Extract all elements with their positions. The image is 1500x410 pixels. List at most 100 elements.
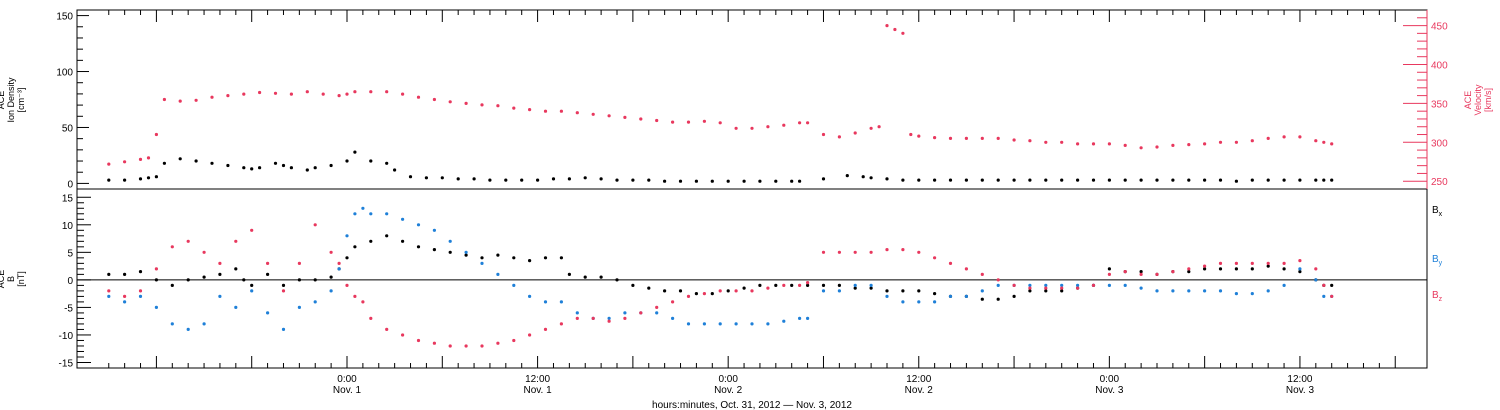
y-label-density: ACE (0, 91, 6, 110)
field-series-1-point (543, 300, 548, 304)
velocity-series-1-point (289, 92, 293, 96)
density-series-0-point (861, 175, 865, 179)
velocity-series-1-point (575, 111, 579, 115)
field-series-2-point (623, 316, 627, 320)
velocity-series-1-point (258, 90, 262, 95)
field-series-0-point (885, 289, 889, 293)
field-series-1-point (734, 322, 738, 326)
density-series-0-point (1298, 178, 1302, 182)
field-series-1-point (933, 300, 937, 304)
tick-label-top-left: 100 (56, 68, 73, 79)
field-series-1-point (329, 289, 333, 293)
field-series-1-point (980, 289, 984, 293)
velocity-series-1-point (512, 106, 516, 110)
velocity-series-1-point (766, 125, 770, 129)
velocity-series-1-point (1012, 138, 1016, 142)
field-series-2-point (170, 245, 174, 249)
field-series-1-point (234, 305, 238, 309)
density-series-0-point (710, 179, 714, 183)
density-series-0-point (250, 167, 254, 171)
field-series-2-point (281, 289, 286, 293)
field-series-2-point (123, 294, 127, 298)
field-series-1-point (1282, 283, 1286, 287)
field-series-1-point (1314, 278, 1318, 282)
field-series-1-point (1234, 292, 1238, 296)
field-series-1-point (837, 289, 842, 293)
field-series-0-point (615, 278, 619, 282)
velocity-series-1-point (107, 162, 111, 166)
field-series-2-point (202, 250, 206, 254)
field-series-1-point (345, 234, 349, 238)
field-series-2-point (1091, 283, 1096, 287)
field-series-0-point (202, 275, 206, 279)
field-series-0-point (186, 278, 190, 282)
velocity-series-1-point (702, 119, 707, 123)
y-label-velocity: Velocity (1473, 84, 1483, 116)
density-series-0-point (345, 159, 349, 163)
field-series-0-point (528, 259, 532, 263)
velocity-series-1-point (893, 27, 897, 32)
field-series-2-point (1314, 267, 1318, 271)
y-label-field: [nT] (16, 271, 26, 287)
field-series-2-point (917, 250, 921, 254)
field-series-1-point (718, 322, 722, 326)
field-series-2-point (250, 228, 254, 232)
velocity-series-1-point (639, 117, 643, 121)
field-series-1-point (623, 311, 627, 315)
density-series-0-point (107, 178, 111, 182)
y-label-field: B (6, 276, 16, 282)
density-series-0-point (138, 177, 143, 181)
field-series-0-point (996, 297, 1000, 301)
field-series-2-point (1123, 270, 1127, 274)
field-series-2-point (313, 223, 317, 227)
density-series-0-point (694, 179, 699, 183)
field-series-0-point (464, 253, 468, 257)
velocity-series-1-point (909, 132, 913, 137)
field-series-0-point (1266, 264, 1270, 268)
density-series-0-point (1139, 178, 1143, 182)
field-series-1-point (798, 316, 802, 320)
field-series-2-point (1044, 286, 1048, 290)
y-label-velocity: ACE (1463, 91, 1473, 110)
field-series-0-point (1187, 270, 1191, 274)
field-series-0-point (663, 289, 667, 293)
density-series-0-point (1266, 178, 1270, 182)
field-series-2-point (154, 267, 158, 271)
field-series-0-point (678, 289, 683, 293)
density-series-0-point (599, 177, 603, 181)
field-series-1-point (782, 319, 786, 323)
density-series-0-point (408, 175, 413, 179)
field-series-2-point (496, 341, 500, 345)
field-series-2-point (107, 289, 111, 293)
density-series-0-point (504, 178, 508, 182)
field-series-0-point (1250, 267, 1254, 271)
density-series-0-point (1076, 178, 1080, 182)
tick-label-top-right: 250 (1431, 177, 1448, 188)
density-series-0-point (933, 178, 937, 182)
x-tick-time: 0:00 (337, 374, 357, 385)
field-series-0-point (543, 256, 548, 260)
velocity-series-1-point (448, 100, 452, 104)
velocity-series-1-point (154, 132, 158, 137)
field-series-1-point (337, 267, 341, 271)
field-series-0-point (512, 256, 516, 260)
field-series-1-point (853, 283, 857, 287)
density-series-0-point (146, 176, 151, 180)
velocity-series-1-point (528, 108, 532, 112)
x-tick-time: 0:00 (718, 374, 738, 385)
field-series-1-point (766, 322, 770, 326)
velocity-series-1-point (964, 136, 969, 140)
field-series-2-point (1250, 261, 1254, 265)
field-series-0-point (218, 272, 222, 276)
velocity-series-1-point (869, 126, 873, 130)
x-axis-label: hours:minutes, Oct. 31, 2012 — Nov. 3, 2… (652, 400, 852, 410)
field-series-2-point (869, 250, 873, 254)
velocity-series-1-point (464, 101, 468, 105)
field-series-2-point (345, 283, 349, 287)
field-series-2-point (186, 239, 190, 243)
field-series-1-point (996, 283, 1000, 287)
field-series-1-point (702, 322, 707, 326)
field-series-0-point (837, 283, 842, 287)
velocity-series-1-point (917, 134, 921, 138)
velocity-series-1-point (305, 90, 309, 94)
